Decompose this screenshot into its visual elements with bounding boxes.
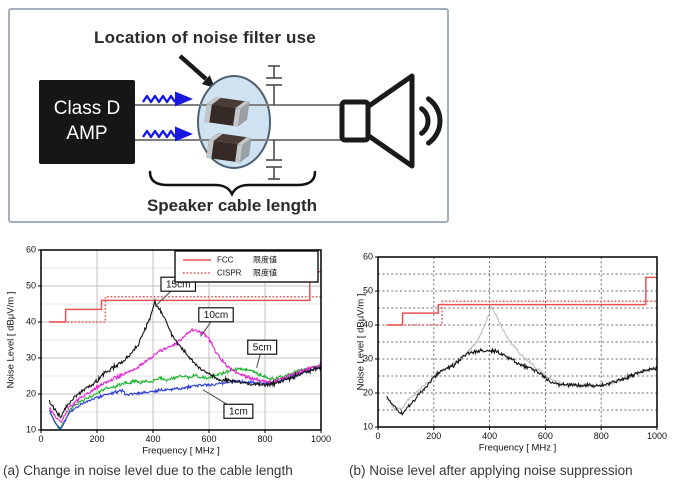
chart-a-cable-length: [0, 237, 340, 459]
noise-wave-arrow-icon: [142, 91, 193, 107]
ferrite-bead-filter-icon: [204, 97, 250, 127]
chart-b-after-suppression: [350, 237, 674, 459]
ferrite-bead-filter-icon: [206, 133, 252, 163]
amp-label-line1: Class D: [53, 98, 121, 120]
noise-filter-diagram: Location of noise filter use Class D AMP…: [8, 8, 449, 223]
speaker-icon: [339, 73, 443, 169]
capacitor-icon: [266, 65, 282, 105]
pointer-arrow-icon: [178, 54, 215, 88]
noise-wave-arrow-icon: [142, 126, 193, 142]
underbrace-icon: [148, 170, 317, 197]
class-d-amp-box: Class D AMP: [39, 80, 135, 164]
caption-a: (a) Change in noise level due to the cab…: [3, 463, 293, 478]
diagram-title: Location of noise filter use: [94, 28, 316, 47]
cable-length-label: Speaker cable length: [146, 196, 318, 215]
diagram-graphics: [135, 54, 443, 197]
caption-b: (b) Noise level after applying noise sup…: [349, 463, 633, 478]
capacitor-icon: [266, 140, 282, 180]
amp-label-line2: AMP: [66, 123, 108, 144]
